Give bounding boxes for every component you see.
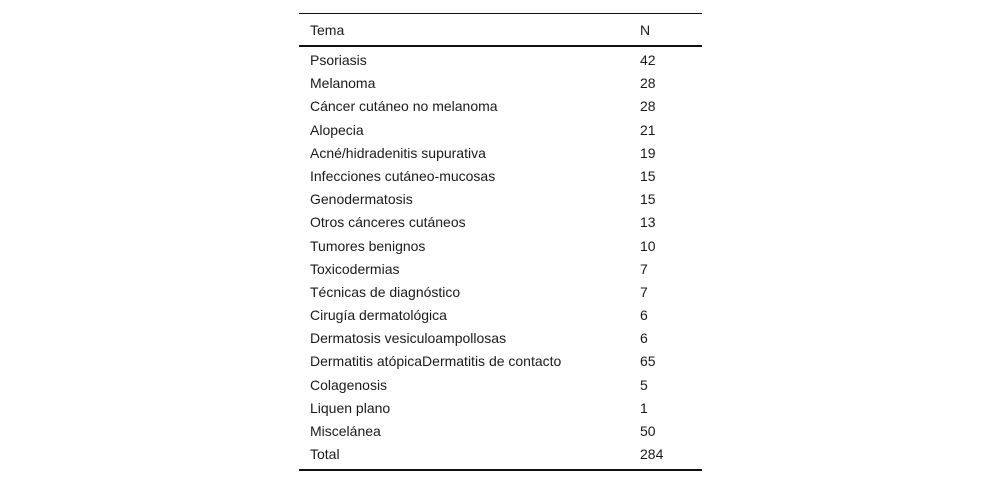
cell-tema: Toxicodermias <box>310 260 400 277</box>
table-row: Técnicas de diagnóstico 7 <box>299 281 702 304</box>
table-row-total: Total 284 <box>299 443 702 466</box>
table-row: Psoriasis 42 <box>299 49 702 72</box>
cell-tema: Liquen plano <box>310 399 391 416</box>
table-row: Acné/hidradenitis supurativa 19 <box>299 142 702 165</box>
cell-tema: Miscelánea <box>310 423 381 439</box>
cell-tema: Colagenosis <box>310 376 388 393</box>
cell-tema: Acné/hidradenitis supurativa <box>310 144 486 161</box>
header-cell-tema: Tema <box>310 21 345 38</box>
cell-tema: Total <box>310 446 340 463</box>
cell-tema: Dermatosis vesiculoampollosas <box>310 330 507 347</box>
table-row: Miscelánea 50 <box>299 420 702 443</box>
table-body: Psoriasis 42 Melanoma 28 Cáncer cutáneo … <box>299 47 702 469</box>
cell-tema: Cáncer cutáneo no melanoma <box>310 98 498 115</box>
cell-n: 15 <box>640 167 656 184</box>
cell-tema: Alopecia <box>310 121 364 138</box>
cell-tema: Dermatitis atópicaDermatitis de contacto <box>310 353 562 370</box>
table-row: Genodermatosis 15 <box>299 188 702 211</box>
table-row: Cirugía dermatológica 6 <box>299 304 702 327</box>
cell-n: 1 <box>640 399 648 416</box>
cell-tema: Cirugía dermatológica <box>310 307 447 324</box>
cell-tema: Otros cánceres cutáneos <box>310 214 466 231</box>
cell-n: 28 <box>640 75 656 92</box>
table-header-row: Tema N <box>299 14 702 47</box>
cell-n: 10 <box>640 237 656 254</box>
cell-n: 15 <box>640 191 656 208</box>
cell-n: 6 <box>640 330 648 347</box>
table-row: Otros cánceres cutáneos 13 <box>299 211 702 234</box>
cell-n: 7 <box>640 260 648 277</box>
cell-tema: Infecciones cutáneo-mucosas <box>310 167 496 184</box>
table-row: Dermatosis vesiculoampollosas 6 <box>299 327 702 350</box>
table-row: Melanoma 28 <box>299 72 702 95</box>
table-row: Toxicodermias 7 <box>299 258 702 281</box>
table-row: Alopecia 21 <box>299 119 702 142</box>
cell-n: 42 <box>640 52 656 68</box>
cell-n: 21 <box>640 121 656 138</box>
cell-tema: Tumores benignos <box>310 237 426 254</box>
cell-n: 19 <box>640 144 656 161</box>
cell-tema: Técnicas de diagnóstico <box>310 283 461 300</box>
cell-n: 5 <box>640 376 648 393</box>
table-row: Cáncer cutáneo no melanoma 28 <box>299 95 702 118</box>
cell-tema: Genodermatosis <box>310 191 413 208</box>
table-row: Tumores benignos 10 <box>299 235 702 258</box>
cell-tema: Psoriasis <box>310 52 367 68</box>
topics-table: Tema N Psoriasis 42 Melanoma 28 Cáncer c… <box>299 13 702 472</box>
cell-n: 50 <box>640 423 656 439</box>
cell-n: 7 <box>640 283 648 300</box>
table-row: Infecciones cutáneo-mucosas 15 <box>299 165 702 188</box>
table-row: Dermatitis atópicaDermatitis de contacto… <box>299 350 702 373</box>
cell-n: 65 <box>640 353 656 370</box>
cell-n: 13 <box>640 214 656 231</box>
table-row: Liquen plano 1 <box>299 397 702 420</box>
cell-tema: Melanoma <box>310 75 376 92</box>
cell-n: 284 <box>640 446 664 463</box>
cell-n: 6 <box>640 307 648 324</box>
cell-n: 28 <box>640 98 656 115</box>
header-cell-n: N <box>640 21 651 38</box>
table-row: Colagenosis 5 <box>299 374 702 397</box>
